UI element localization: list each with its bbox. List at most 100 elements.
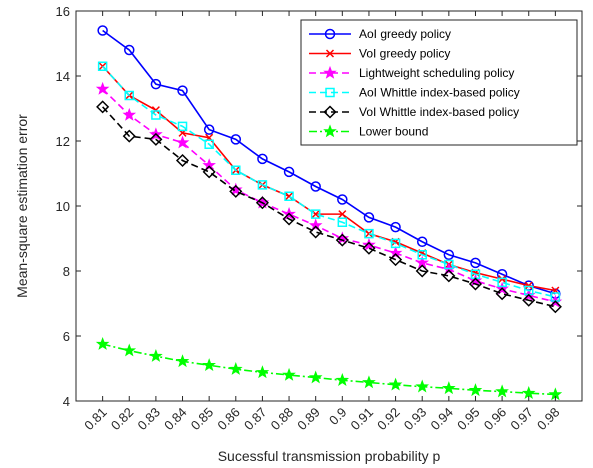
- data-point: [257, 153, 268, 165]
- legend-label: VoI Whittle index-based policy: [359, 105, 519, 119]
- data-point: [390, 238, 401, 249]
- legend-item: AoI greedy policy: [309, 27, 451, 41]
- data-point: [470, 257, 481, 269]
- x-tick-label: 0.83: [135, 405, 164, 434]
- data-point: [337, 194, 348, 205]
- data-point: [335, 231, 350, 245]
- data-point: [442, 269, 456, 283]
- data-point: [309, 225, 323, 239]
- data-point: [122, 343, 137, 357]
- legend-label: Lower bound: [359, 125, 428, 139]
- data-point: [335, 373, 350, 386]
- series-1: [97, 25, 561, 299]
- series-6: [95, 336, 563, 401]
- data-point: [231, 165, 241, 175]
- series-line: [102, 343, 556, 396]
- series-line: [102, 106, 556, 308]
- legend-label: Lightweight scheduling policy: [359, 66, 514, 80]
- data-point: [468, 277, 483, 291]
- y-tick-label: 16: [56, 4, 70, 19]
- legend-marker: [323, 105, 337, 119]
- data-point: [283, 166, 295, 178]
- legend-label: VoI greedy policy: [359, 47, 450, 61]
- y-tick-label: 4: [63, 394, 70, 409]
- x-tick-label: 0.94: [427, 405, 456, 434]
- data-point: [124, 44, 135, 56]
- data-point: [229, 184, 243, 198]
- data-point: [202, 165, 216, 179]
- data-point: [495, 287, 509, 301]
- x-tick-label: 0.95: [454, 405, 483, 434]
- data-point: [389, 253, 403, 267]
- y-tick-label: 14: [56, 69, 70, 84]
- data-point: [228, 361, 243, 375]
- data-point: [177, 85, 188, 96]
- y-tick-label: 8: [63, 264, 70, 279]
- y-tick-label: 6: [63, 329, 70, 344]
- data-point: [363, 212, 375, 223]
- legend-label: AoI greedy policy: [359, 27, 451, 41]
- data-point: [417, 250, 427, 260]
- y-axis-label: Mean-square estimation error: [14, 114, 30, 298]
- series-line: [102, 65, 556, 298]
- data-point: [310, 209, 321, 219]
- data-point: [151, 110, 161, 120]
- data-point: [284, 191, 294, 201]
- data-point: [362, 237, 376, 251]
- legend-marker: [323, 124, 337, 138]
- data-point: [204, 139, 214, 149]
- legend-marker: [325, 49, 335, 58]
- data-point: [97, 61, 108, 71]
- data-point: [175, 135, 190, 149]
- data-point: [149, 132, 163, 146]
- legend-item: Lightweight scheduling policy: [309, 65, 514, 80]
- data-point: [388, 377, 403, 391]
- data-point: [495, 384, 509, 398]
- legend-box: [300, 19, 578, 146]
- data-point: [202, 158, 216, 172]
- data-point: [415, 264, 429, 278]
- data-point: [362, 375, 376, 389]
- legend: AoI greedy policy VoI greedy policy Lightw…: [300, 19, 578, 146]
- x-tick-label: 0.98: [534, 405, 563, 434]
- x-tick-label: 0.86: [214, 405, 243, 434]
- data-point: [97, 25, 108, 36]
- x-tick-label: 0.92: [374, 405, 403, 434]
- data-point: [282, 367, 296, 381]
- data-point: [122, 107, 137, 121]
- data-point: [308, 218, 323, 232]
- legend-item: Lower bound: [309, 124, 428, 139]
- data-point: [202, 358, 216, 372]
- x-tick-label: 0.91: [348, 405, 377, 434]
- data-point: [177, 121, 188, 132]
- data-point: [122, 129, 136, 143]
- y-tick-label: 10: [56, 199, 70, 214]
- data-point: [338, 210, 347, 219]
- legend-item: VoI Whittle index-based policy: [309, 105, 519, 119]
- data-point: [388, 245, 403, 259]
- x-tick-label: 0.82: [108, 405, 137, 434]
- data-point: [149, 348, 163, 362]
- data-point: [497, 277, 507, 288]
- x-tick-label: 0.88: [268, 405, 297, 434]
- data-point: [443, 249, 455, 260]
- data-point: [364, 228, 374, 239]
- x-tick-label: 0.87: [241, 405, 270, 434]
- data-point: [362, 241, 376, 255]
- data-point: [468, 383, 483, 397]
- data-point: [415, 379, 430, 393]
- data-point: [444, 259, 454, 270]
- data-point: [96, 100, 110, 114]
- data-point: [282, 212, 296, 226]
- x-tick-label: 0.93: [401, 405, 430, 434]
- legend-marker: [324, 28, 336, 40]
- data-point: [257, 180, 268, 190]
- data-point: [442, 381, 456, 395]
- x-tick-label: 0.81: [81, 405, 110, 434]
- data-point: [95, 81, 110, 95]
- data-point: [255, 365, 270, 379]
- data-point: [255, 196, 269, 210]
- data-point: [124, 90, 135, 101]
- data-point: [150, 78, 162, 90]
